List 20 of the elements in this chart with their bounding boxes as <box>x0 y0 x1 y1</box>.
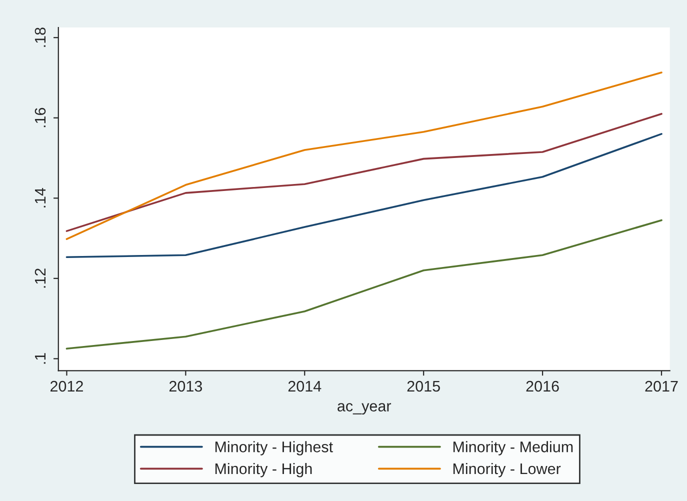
legend-label: Minority - Lower <box>453 462 561 478</box>
x-tick-label: 2015 <box>407 380 440 392</box>
line-series <box>66 133 662 258</box>
x-axis-title: ac_year <box>338 403 392 414</box>
legend-label: Minority - High <box>215 462 312 478</box>
x-tick-label: 2013 <box>169 380 202 392</box>
x-tick-label: 2012 <box>50 380 83 392</box>
y-tick-label: .18 <box>34 28 46 47</box>
y-tick-label: .1 <box>34 353 46 364</box>
y-tick-label: .12 <box>34 268 46 288</box>
line-series <box>66 72 662 240</box>
legend-label: Minority - Medium <box>453 441 573 456</box>
x-tick-label: 2016 <box>526 380 559 392</box>
line-series <box>66 112 662 232</box>
x-tick-label: 2014 <box>288 380 322 392</box>
y-tick-label: .16 <box>34 108 46 128</box>
x-tick-label: 2017 <box>645 380 678 392</box>
y-tick-label: .14 <box>34 188 46 208</box>
line-series <box>66 219 662 350</box>
legend-label: Minority - Highest <box>215 441 333 456</box>
